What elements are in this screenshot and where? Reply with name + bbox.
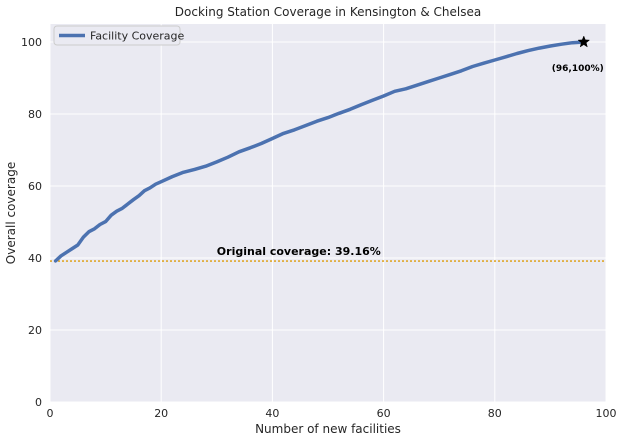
original-coverage-label: Original coverage: 39.16% xyxy=(217,245,381,258)
series-line-facility-coverage xyxy=(53,40,586,263)
x-tick-label-20: 20 xyxy=(154,407,168,420)
x-tick-label-60: 60 xyxy=(377,407,391,420)
x-axis-label: Number of new facilities xyxy=(255,422,401,436)
x-tick-label-0: 0 xyxy=(47,407,54,420)
y-axis-label: Overall coverage xyxy=(4,162,18,264)
x-tick-label-40: 40 xyxy=(265,407,279,420)
chart-title: Docking Station Coverage in Kensington &… xyxy=(175,5,481,19)
y-tick-label-0: 0 xyxy=(35,396,42,409)
y-tick-label-60: 60 xyxy=(28,180,42,193)
legend-box xyxy=(53,25,181,46)
reference-line-group: Original coverage: 39.16% xyxy=(50,245,606,262)
tick-labels: 0 20 40 60 80 100 0 20 40 60 80 100 xyxy=(21,36,617,420)
legend-entry-facility-coverage: Facility Coverage xyxy=(90,30,185,43)
y-tick-label-40: 40 xyxy=(28,252,42,265)
end-marker-group: (96,100%) xyxy=(552,35,604,74)
legend: Facility Coverage xyxy=(53,25,185,46)
y-tick-label-80: 80 xyxy=(28,108,42,121)
x-tick-label-80: 80 xyxy=(488,407,502,420)
y-tick-label-20: 20 xyxy=(28,324,42,337)
series-group xyxy=(53,40,586,263)
plot-area xyxy=(50,24,606,402)
end-point-label: (96,100%) xyxy=(552,64,604,74)
x-tick-label-100: 100 xyxy=(596,407,617,420)
end-point-star-marker xyxy=(577,35,591,48)
y-tick-label-100: 100 xyxy=(21,36,42,49)
